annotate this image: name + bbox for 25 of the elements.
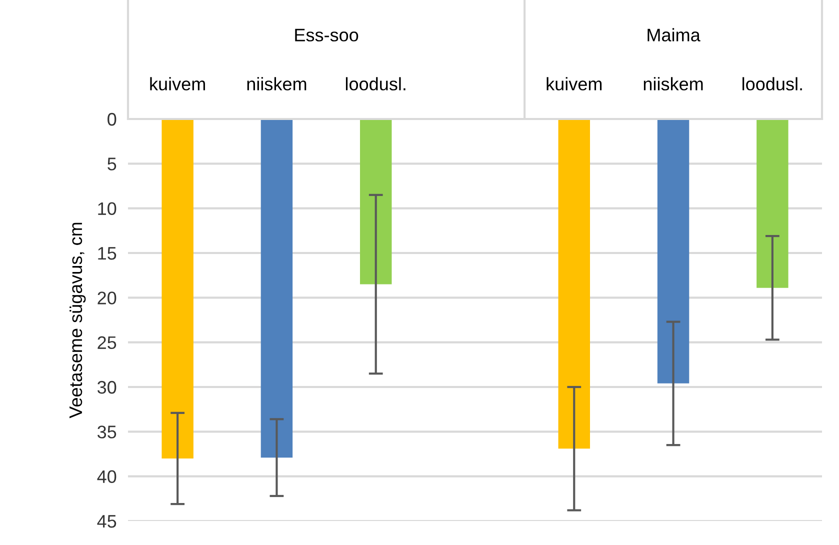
x-tick-label: niiskem [644, 77, 703, 90]
y-tick-label: 0 [108, 112, 116, 126]
text: Maima [648, 28, 700, 42]
x-tick-label: loodusl. [742, 77, 802, 90]
y-tick-label: 35 [97, 426, 116, 438]
y-tick-label: 20 [98, 292, 116, 304]
y-tick-label: 40 [97, 470, 116, 484]
bar [657, 119, 690, 384]
y-tick-label: 25 [98, 336, 116, 350]
x-tick-label: kuivem [546, 77, 602, 90]
bar [360, 119, 392, 284]
bar [558, 119, 590, 449]
y-tick-label: 45 [97, 515, 116, 528]
y-tick-label: 15 [98, 247, 116, 260]
y-axis-title: Veetaseme sügavus, cm [70, 222, 86, 418]
bar [260, 119, 293, 458]
text: Ess-soo [295, 28, 358, 42]
y-tick-label: 10 [98, 202, 116, 216]
bar [756, 119, 788, 288]
x-tick-label: niiskem [247, 77, 306, 90]
bar [162, 119, 194, 458]
x-tick-label: loodusl. [346, 77, 406, 90]
y-tick-label: 5 [108, 158, 116, 170]
x-tick-label: kuivem [150, 77, 205, 90]
y-tick-label: 30 [97, 380, 116, 394]
